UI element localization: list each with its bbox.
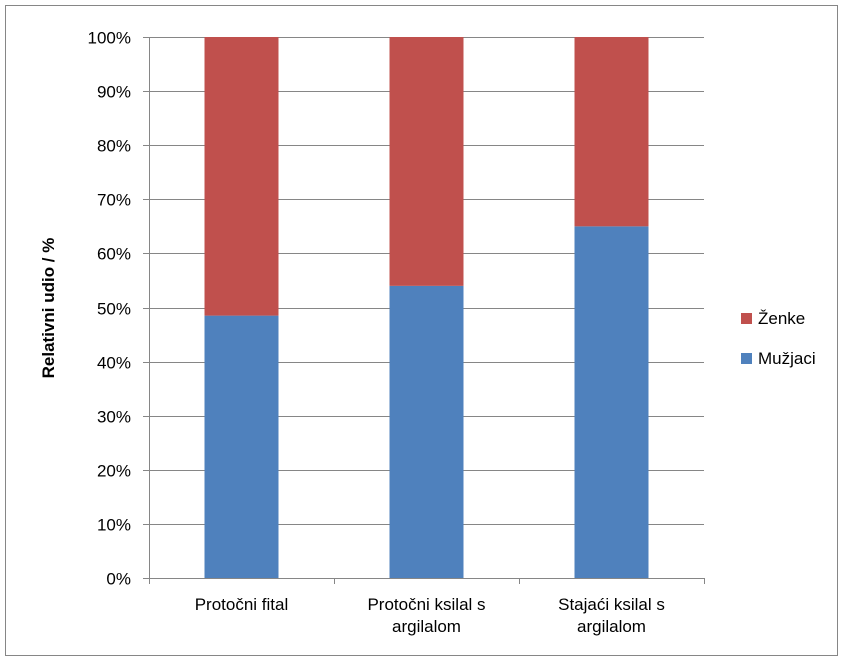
- y-tick-label: 40%: [97, 354, 131, 373]
- y-tick-label: 100%: [88, 29, 131, 48]
- y-tick-label: 80%: [97, 137, 131, 156]
- legend-label: Ženke: [758, 309, 805, 328]
- bar-mu-jaci-2: [574, 226, 649, 578]
- y-tick-label: 70%: [97, 191, 131, 210]
- y-tick-label: 20%: [97, 462, 131, 481]
- y-tick-label: 30%: [97, 408, 131, 427]
- bar--enke-2: [574, 37, 649, 227]
- y-tick-label: 90%: [97, 83, 131, 102]
- legend: Ženke Mužjaci: [741, 309, 816, 368]
- bar-mu-jaci-0: [204, 315, 279, 578]
- legend-swatch: [741, 313, 752, 324]
- y-tick-label: 0%: [106, 570, 131, 589]
- bar--enke-0: [204, 37, 279, 316]
- x-tick-label: Protočni fital: [195, 595, 289, 614]
- legend-label: Mužjaci: [758, 349, 816, 368]
- y-tick-label: 10%: [97, 516, 131, 535]
- y-tick-label: 60%: [97, 245, 131, 264]
- bar--enke-1: [389, 37, 464, 286]
- y-axis-title: Relativni udio / %: [39, 238, 58, 379]
- axes: [143, 37, 705, 584]
- bar-mu-jaci-1: [389, 285, 464, 578]
- x-tick-label: Stajaći ksilal s argilalom: [558, 595, 665, 636]
- tick-labels: 0% 10% 20% 30% 40% 50% 60% 70% 80% 90% 100% Protočn…: [88, 29, 665, 637]
- x-tick-label: Protočni ksilal s argilalom: [367, 595, 485, 636]
- y-tick-label: 50%: [97, 300, 131, 319]
- bars: [204, 37, 649, 578]
- legend-swatch: [741, 353, 752, 364]
